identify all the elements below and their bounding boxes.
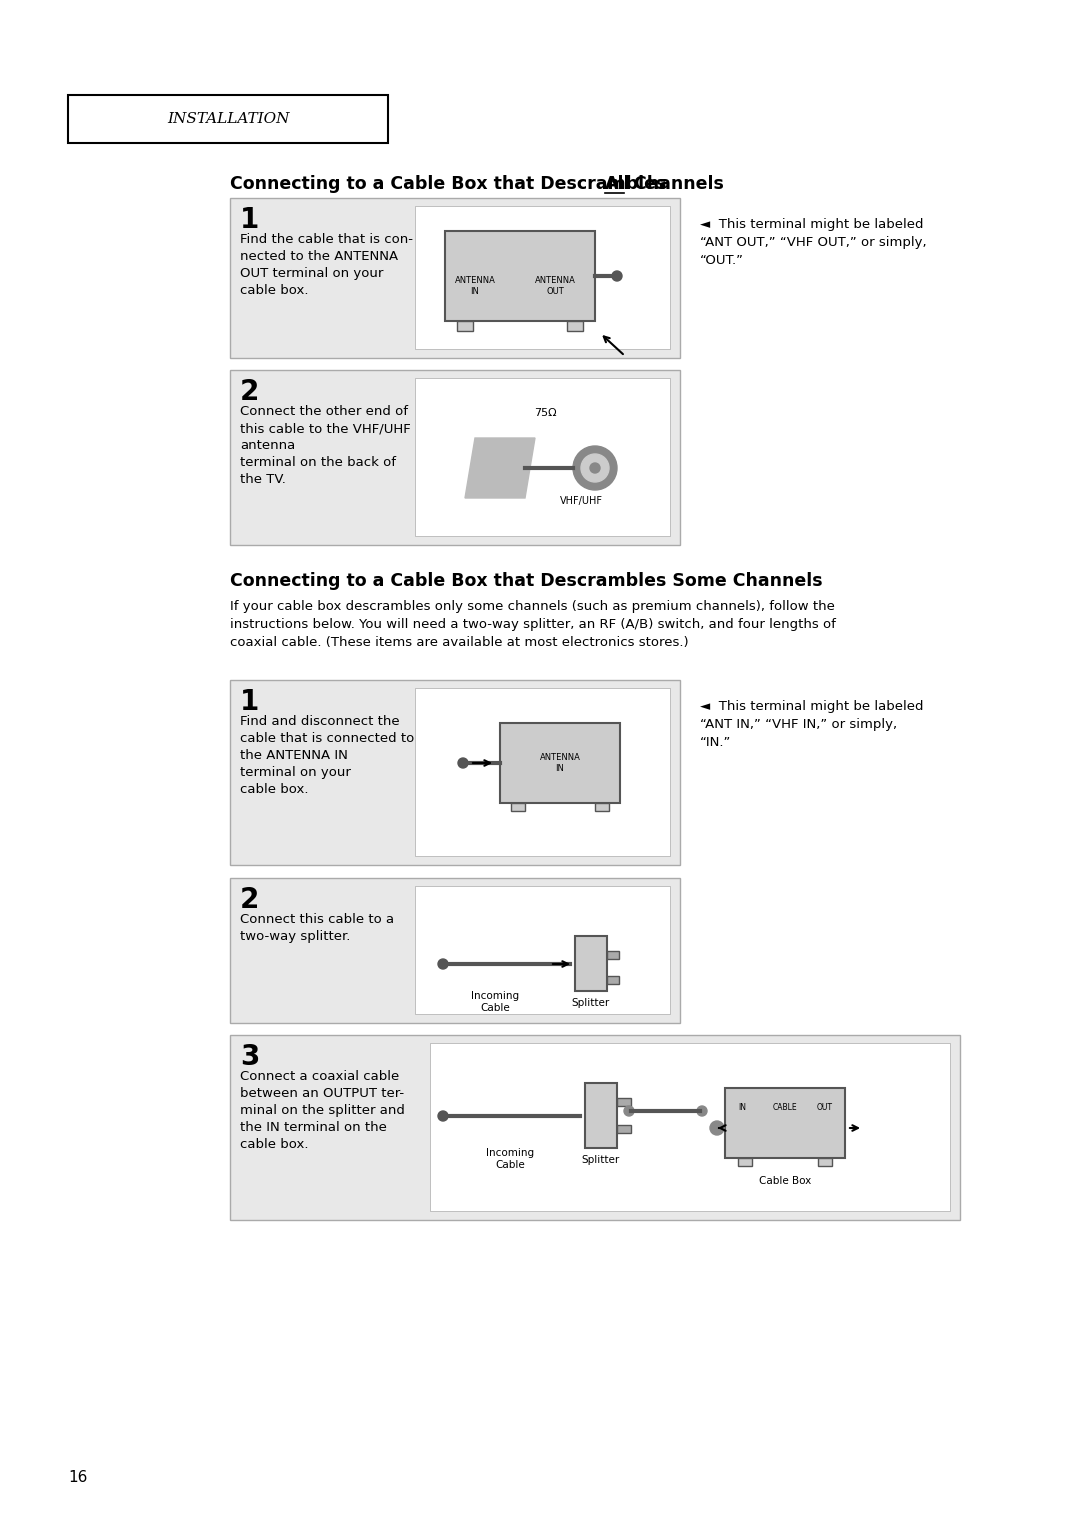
FancyBboxPatch shape xyxy=(457,321,473,332)
Circle shape xyxy=(438,1111,448,1122)
Circle shape xyxy=(573,446,617,490)
FancyBboxPatch shape xyxy=(230,680,680,865)
FancyBboxPatch shape xyxy=(415,206,670,348)
Text: 1: 1 xyxy=(240,206,259,234)
Text: ◄  This terminal might be labeled
“ANT OUT,” “VHF OUT,” or simply,
“OUT.”: ◄ This terminal might be labeled “ANT OU… xyxy=(700,219,927,267)
Text: Connect the other end of
this cable to the VHF/UHF
antenna
terminal on the back : Connect the other end of this cable to t… xyxy=(240,405,410,486)
Text: OUT: OUT xyxy=(816,1103,833,1112)
FancyBboxPatch shape xyxy=(575,937,607,992)
Text: 75Ω: 75Ω xyxy=(534,408,556,419)
FancyBboxPatch shape xyxy=(738,1158,752,1166)
FancyBboxPatch shape xyxy=(818,1158,832,1166)
Text: Find and disconnect the
cable that is connected to
the ANTENNA IN
terminal on yo: Find and disconnect the cable that is co… xyxy=(240,715,415,796)
Circle shape xyxy=(697,1106,707,1115)
Circle shape xyxy=(458,758,468,769)
Circle shape xyxy=(612,270,622,281)
FancyBboxPatch shape xyxy=(415,688,670,856)
Text: ANTENNA
IN: ANTENNA IN xyxy=(455,277,496,296)
Circle shape xyxy=(581,454,609,481)
FancyBboxPatch shape xyxy=(415,886,670,1015)
FancyBboxPatch shape xyxy=(230,1034,960,1219)
Circle shape xyxy=(624,1106,634,1115)
Text: Incoming
Cable: Incoming Cable xyxy=(471,992,519,1013)
Text: 3: 3 xyxy=(240,1044,259,1071)
Text: 16: 16 xyxy=(68,1470,87,1485)
Text: Connect a coaxial cable
between an OUTPUT ter-
minal on the splitter and
the IN : Connect a coaxial cable between an OUTPU… xyxy=(240,1070,405,1151)
Circle shape xyxy=(710,1122,724,1135)
Text: IN: IN xyxy=(738,1103,746,1112)
Text: VHF/UHF: VHF/UHF xyxy=(561,497,603,506)
FancyBboxPatch shape xyxy=(500,723,620,804)
Text: ANTENNA
IN: ANTENNA IN xyxy=(540,753,580,773)
Text: Connecting to a Cable Box that Descrambles: Connecting to a Cable Box that Descrambl… xyxy=(230,176,673,193)
Text: ANTENNA
OUT: ANTENNA OUT xyxy=(535,277,576,296)
FancyBboxPatch shape xyxy=(445,231,595,321)
Text: If your cable box descrambles only some channels (such as premium channels), fol: If your cable box descrambles only some … xyxy=(230,601,836,649)
Text: INSTALLATION: INSTALLATION xyxy=(166,112,289,125)
FancyBboxPatch shape xyxy=(607,976,619,984)
FancyBboxPatch shape xyxy=(595,804,609,811)
Text: Connect this cable to a
two-way splitter.: Connect this cable to a two-way splitter… xyxy=(240,914,394,943)
FancyBboxPatch shape xyxy=(607,950,619,960)
Text: Connecting to a Cable Box that Descrambles Some Channels: Connecting to a Cable Box that Descrambl… xyxy=(230,571,823,590)
Text: 1: 1 xyxy=(240,688,259,717)
Circle shape xyxy=(438,960,448,969)
FancyBboxPatch shape xyxy=(617,1125,631,1132)
Text: CABLE: CABLE xyxy=(772,1103,797,1112)
FancyBboxPatch shape xyxy=(68,95,388,144)
Text: ◄  This terminal might be labeled
“ANT IN,” “VHF IN,” or simply,
“IN.”: ◄ This terminal might be labeled “ANT IN… xyxy=(700,700,923,749)
FancyBboxPatch shape xyxy=(725,1088,845,1158)
FancyBboxPatch shape xyxy=(230,199,680,358)
Text: Find the cable that is con-
nected to the ANTENNA
OUT terminal on your
cable box: Find the cable that is con- nected to th… xyxy=(240,232,413,296)
Text: Cable Box: Cable Box xyxy=(759,1177,811,1186)
Text: Splitter: Splitter xyxy=(572,998,610,1008)
Text: All: All xyxy=(605,176,631,193)
FancyBboxPatch shape xyxy=(585,1083,617,1148)
Text: 2: 2 xyxy=(240,377,259,406)
Circle shape xyxy=(590,463,600,474)
FancyBboxPatch shape xyxy=(230,879,680,1024)
Text: Splitter: Splitter xyxy=(582,1155,620,1164)
Text: Incoming
Cable: Incoming Cable xyxy=(486,1148,535,1170)
Text: 2: 2 xyxy=(240,886,259,914)
Text: Channels: Channels xyxy=(627,176,724,193)
FancyBboxPatch shape xyxy=(567,321,583,332)
FancyBboxPatch shape xyxy=(511,804,525,811)
Polygon shape xyxy=(465,439,535,498)
FancyBboxPatch shape xyxy=(415,377,670,536)
FancyBboxPatch shape xyxy=(430,1044,950,1212)
FancyBboxPatch shape xyxy=(617,1099,631,1106)
FancyBboxPatch shape xyxy=(230,370,680,545)
